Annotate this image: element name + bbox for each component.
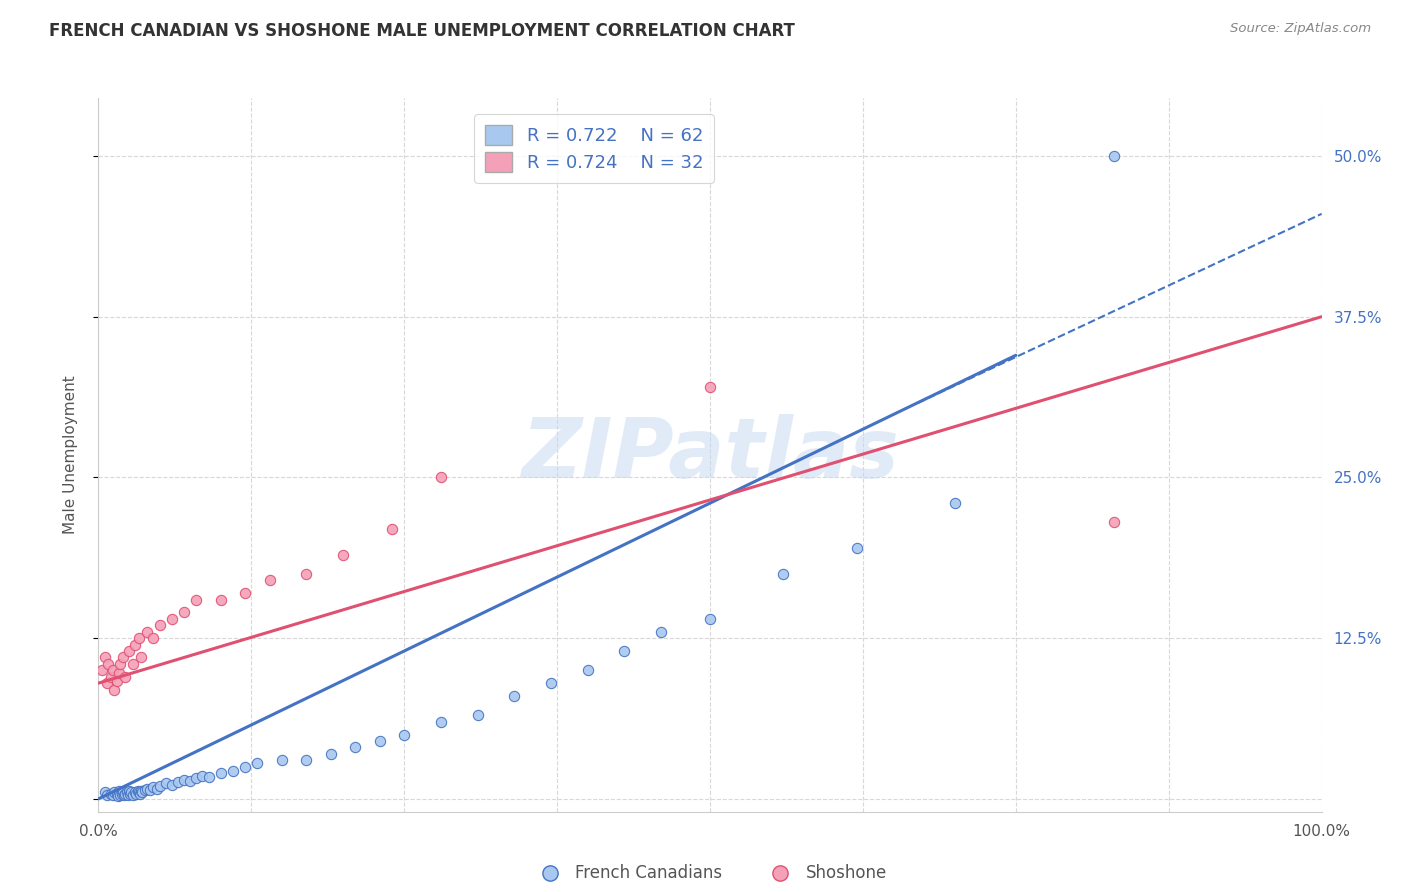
Point	[118, 644, 141, 658]
Point	[186, 592, 208, 607]
Point	[699, 612, 721, 626]
Point	[103, 785, 125, 799]
Point	[173, 772, 195, 787]
Point	[136, 781, 159, 796]
Point	[943, 496, 966, 510]
Point	[110, 657, 132, 671]
Point	[540, 676, 562, 690]
Point	[111, 650, 134, 665]
Point	[128, 785, 150, 799]
Point	[845, 541, 868, 556]
Point	[319, 747, 342, 761]
Point	[112, 788, 135, 802]
Text: FRENCH CANADIAN VS SHOSHONE MALE UNEMPLOYMENT CORRELATION CHART: FRENCH CANADIAN VS SHOSHONE MALE UNEMPLO…	[49, 22, 794, 40]
Point	[233, 586, 256, 600]
Point	[149, 618, 172, 632]
Point	[699, 380, 721, 394]
Text: Source: ZipAtlas.com: Source: ZipAtlas.com	[1230, 22, 1371, 36]
Point	[91, 663, 114, 677]
Point	[209, 766, 232, 780]
Point	[111, 785, 134, 799]
Point	[101, 788, 124, 802]
Point	[118, 784, 141, 798]
Point	[131, 785, 153, 799]
Point	[246, 756, 269, 770]
Point	[155, 776, 177, 790]
Point	[772, 566, 794, 581]
Point	[101, 663, 124, 677]
Point	[381, 522, 404, 536]
Point	[233, 760, 256, 774]
Y-axis label: Male Unemployment: Male Unemployment	[63, 376, 77, 534]
Point	[100, 787, 122, 801]
Point	[96, 788, 118, 802]
Point	[111, 787, 134, 801]
Point	[93, 785, 115, 799]
Point	[120, 785, 142, 799]
Point	[129, 650, 152, 665]
Point	[129, 784, 152, 798]
Point	[430, 714, 453, 729]
Point	[128, 631, 150, 645]
Point	[129, 787, 152, 801]
Point	[105, 673, 128, 688]
Point	[503, 689, 526, 703]
Point	[173, 606, 195, 620]
Point	[114, 787, 136, 801]
Point	[121, 788, 143, 802]
Point	[209, 592, 232, 607]
Point	[613, 644, 636, 658]
Point	[97, 657, 120, 671]
Point	[344, 740, 367, 755]
Point	[127, 784, 149, 798]
Point	[295, 753, 318, 767]
Point	[120, 787, 142, 801]
Point	[160, 612, 183, 626]
Point	[160, 778, 183, 792]
Point	[146, 781, 169, 796]
Point	[191, 769, 214, 783]
Text: ZIPatlas: ZIPatlas	[522, 415, 898, 495]
Point	[124, 638, 146, 652]
Point	[142, 631, 165, 645]
Point	[197, 770, 219, 784]
Point	[430, 470, 453, 484]
Point	[96, 676, 118, 690]
Point	[100, 670, 122, 684]
Point	[368, 734, 391, 748]
Point	[125, 787, 148, 801]
Point	[650, 624, 672, 639]
Point	[467, 708, 489, 723]
Point	[124, 785, 146, 799]
Point	[117, 788, 139, 802]
Point	[142, 780, 165, 795]
Point	[115, 785, 138, 799]
Point	[1102, 516, 1125, 530]
Point	[179, 773, 201, 788]
Point	[167, 775, 190, 789]
Point	[136, 624, 159, 639]
Legend: French Canadians, Shoshone: French Canadians, Shoshone	[527, 858, 893, 889]
Point	[93, 650, 115, 665]
Point	[392, 728, 416, 742]
Point	[149, 779, 172, 793]
Point	[186, 772, 208, 786]
Point	[108, 665, 131, 680]
Point	[1102, 149, 1125, 163]
Point	[110, 788, 132, 802]
Point	[139, 782, 162, 797]
Point	[103, 682, 125, 697]
Point	[576, 663, 599, 677]
Point	[259, 574, 281, 588]
Point	[270, 753, 294, 767]
Point	[105, 787, 128, 801]
Point	[121, 657, 143, 671]
Point	[107, 789, 129, 804]
Point	[332, 548, 354, 562]
Point	[222, 764, 245, 778]
Point	[295, 566, 318, 581]
Point	[134, 782, 156, 797]
Point	[108, 784, 131, 798]
Point	[114, 670, 136, 684]
